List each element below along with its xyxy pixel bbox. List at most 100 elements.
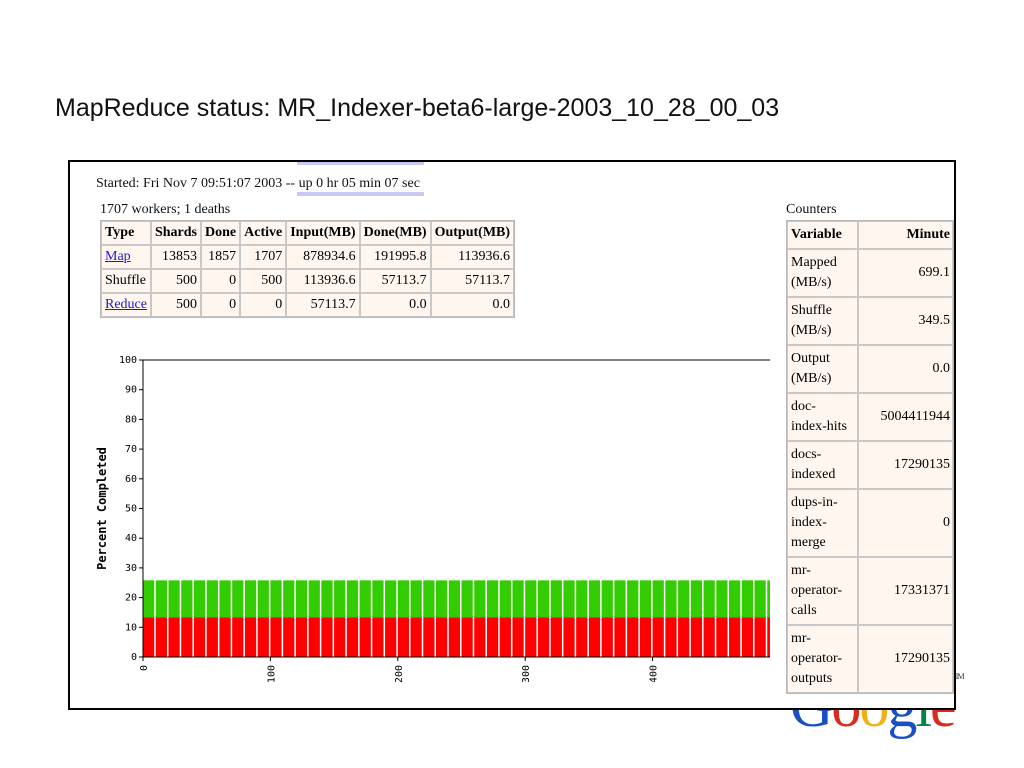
counter-variable-cell: Shuffle (MB/s) xyxy=(787,297,858,345)
bar-shard-5-series-0 xyxy=(206,617,218,657)
y-tick-label: 10 xyxy=(125,622,137,633)
bar-shard-47-series-1 xyxy=(741,580,754,618)
bar-shard-40-series-1 xyxy=(652,580,664,618)
table-row: mr-operator-outputs 17290135 xyxy=(787,625,953,693)
bar-shard-38-series-0 xyxy=(627,617,639,657)
counter-variable-line: mr- xyxy=(791,631,811,646)
y-tick-label: 60 xyxy=(125,474,137,485)
counter-variable-line: calls xyxy=(791,603,817,618)
counter-variable-line: index-hits xyxy=(791,419,847,434)
job-shards-cell: 500 xyxy=(150,293,202,317)
bar-shard-30-series-0 xyxy=(525,617,537,657)
bar-shard-18-series-0 xyxy=(372,617,384,657)
table-row: doc-index-hits 5004411944 xyxy=(787,393,953,441)
bar-shard-19-series-0 xyxy=(385,617,397,657)
bar-shard-5-series-1 xyxy=(206,580,218,618)
counter-variable-cell: mr-operator-outputs xyxy=(787,625,858,693)
bar-shard-41-series-1 xyxy=(665,580,677,618)
bar-shard-31-series-1 xyxy=(537,580,550,618)
counter-variable-cell: mr-operator-calls xyxy=(787,557,858,625)
bar-shard-7-series-0 xyxy=(232,617,244,657)
counter-variable-line: Shuffle xyxy=(791,303,832,318)
y-tick-label: 100 xyxy=(119,355,137,366)
job-done-mb-cell: 191995.8 xyxy=(359,245,431,269)
bar-shard-4-series-1 xyxy=(193,580,206,618)
counter-variable-line: indexed xyxy=(791,467,836,482)
bar-shard-36-series-1 xyxy=(601,580,613,618)
bar-shard-0-series-0 xyxy=(143,617,155,657)
bar-shard-24-series-0 xyxy=(448,617,460,657)
counter-value-cell: 17290135 xyxy=(857,441,953,489)
table-row: Reduce 500 0 0 57113.7 0.0 0.0 xyxy=(101,293,515,317)
slide-title: MapReduce status: MR_Indexer-beta6-large… xyxy=(55,94,780,122)
bar-shard-22-series-1 xyxy=(423,580,435,618)
y-tick-label: 0 xyxy=(131,652,137,663)
bar-shard-28-series-1 xyxy=(499,580,511,618)
counters-header-variable: Variable xyxy=(787,221,858,249)
bar-shard-31-series-0 xyxy=(537,617,550,657)
x-tick-label: 200 xyxy=(394,665,405,682)
bar-shard-43-series-1 xyxy=(690,580,703,618)
counters-header-minute: Minute xyxy=(857,221,953,249)
bar-shard-41-series-0 xyxy=(665,617,677,657)
job-done-cell: 0 xyxy=(201,269,241,293)
bar-shard-10-series-0 xyxy=(270,617,282,657)
bar-shard-32-series-1 xyxy=(550,580,562,618)
job-type-link-map[interactable]: Map xyxy=(105,249,131,264)
bar-shard-4-series-0 xyxy=(193,617,206,657)
job-type-cell: Map xyxy=(101,245,151,269)
job-done-cell: 1857 xyxy=(201,245,241,269)
counter-value-cell: 349.5 xyxy=(857,297,953,345)
job-output-cell: 57113.7 xyxy=(430,269,515,293)
table-row: mr-operator-calls 17331371 xyxy=(787,557,953,625)
bar-shard-1-series-1 xyxy=(155,580,167,618)
x-tick-label: 0 xyxy=(139,665,150,671)
bar-shard-8-series-1 xyxy=(244,580,257,618)
status-page-screenshot: Started: Fri Nov 7 09:51:07 2003 -- up 0… xyxy=(68,160,956,710)
job-done-cell: 0 xyxy=(201,293,241,317)
jobs-header-output-mb: Output(MB) xyxy=(430,221,515,245)
job-done-mb-cell: 57113.7 xyxy=(359,269,431,293)
bar-shard-16-series-0 xyxy=(346,617,359,657)
bar-shard-14-series-1 xyxy=(321,580,333,618)
started-text: Started: Fri Nov 7 09:51:07 2003 -- xyxy=(96,176,299,191)
bar-shard-9-series-1 xyxy=(257,580,269,618)
uptime-text: up 0 hr 05 min 07 sec xyxy=(298,176,420,191)
bar-shard-30-series-1 xyxy=(525,580,537,618)
bar-shard-25-series-1 xyxy=(461,580,473,618)
bar-shard-34-series-1 xyxy=(576,580,588,618)
bar-shard-12-series-0 xyxy=(295,617,308,657)
bar-shard-20-series-1 xyxy=(397,580,410,618)
x-tick-label: 400 xyxy=(649,665,660,682)
y-axis-label: Percent Completed xyxy=(95,447,109,570)
bar-shard-13-series-1 xyxy=(308,580,320,618)
jobs-table: Type Shards Done Active Input(MB) Done(MB) Out… xyxy=(100,220,516,318)
bar-shard-46-series-0 xyxy=(729,617,741,657)
bar-shard-46-series-1 xyxy=(729,580,741,618)
counter-variable-line: operator- xyxy=(791,583,843,598)
counter-value-cell: 0.0 xyxy=(857,345,953,393)
counter-value-cell: 17290135 xyxy=(857,625,953,693)
table-row: dups-in-index-merge 0 xyxy=(787,489,953,557)
bar-shard-21-series-0 xyxy=(410,617,422,657)
job-type-cell: Reduce xyxy=(101,293,151,317)
counter-variable-cell: Mapped (MB/s) xyxy=(787,249,858,297)
table-row: Shuffle (MB/s) 349.5 xyxy=(787,297,953,345)
job-type-link-reduce[interactable]: Reduce xyxy=(105,297,147,312)
counter-variable-cell: Output (MB/s) xyxy=(787,345,858,393)
bar-shard-3-series-0 xyxy=(181,617,193,657)
bar-shard-3-series-1 xyxy=(181,580,193,618)
bar-shard-10-series-1 xyxy=(270,580,282,618)
counter-variable-line: doc- xyxy=(791,399,816,414)
bar-shard-39-series-1 xyxy=(639,580,652,618)
y-tick-label: 90 xyxy=(125,385,137,396)
bar-shard-34-series-0 xyxy=(576,617,588,657)
job-shards-cell: 500 xyxy=(150,269,202,293)
counter-variable-line: dups-in- xyxy=(791,495,838,510)
bar-shard-35-series-0 xyxy=(588,617,601,657)
y-tick-label: 70 xyxy=(125,444,137,455)
counter-variable-cell: dups-in-index-merge xyxy=(787,489,858,557)
bar-shard-44-series-1 xyxy=(703,580,715,618)
bar-shard-29-series-1 xyxy=(512,580,524,618)
jobs-header-type: Type xyxy=(101,221,151,245)
